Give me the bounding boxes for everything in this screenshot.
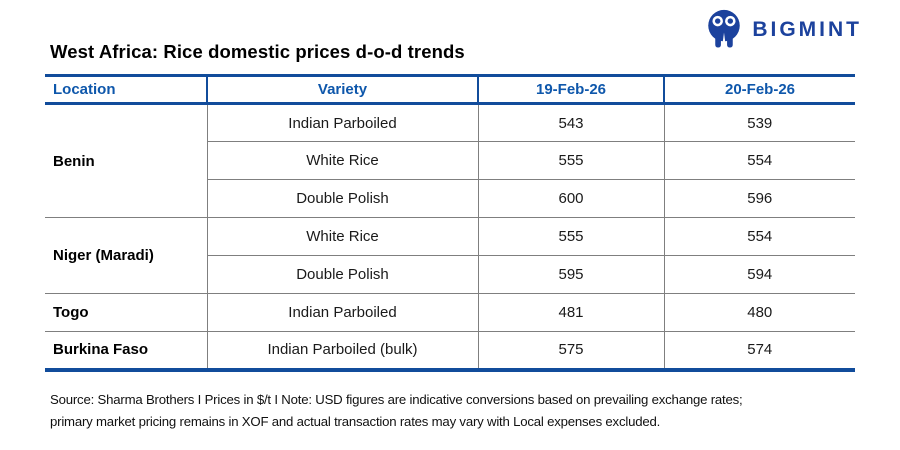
price-cell-d1: 543 <box>478 103 665 142</box>
price-cell-d2: 596 <box>664 179 855 218</box>
variety-cell: White Rice <box>207 217 479 256</box>
price-cell-d1: 575 <box>478 331 665 370</box>
price-cell-d1: 595 <box>478 255 665 294</box>
location-cell-niger-maradi: Niger (Maradi) <box>45 217 208 294</box>
page-title: West Africa: Rice domestic prices d-o-d … <box>50 41 465 62</box>
price-table: Location Variety 19-Feb-26 20-Feb-26 Ben… <box>45 74 855 372</box>
price-cell-d2: 554 <box>664 141 855 180</box>
table-row: White Rice 555 554 <box>45 141 855 180</box>
price-cell-d1: 555 <box>478 217 665 256</box>
location-cell-burkina-faso: Burkina Faso <box>45 331 208 370</box>
price-cell-d2: 539 <box>664 103 855 142</box>
source-note-line-1: Source: Sharma Brothers I Prices in $/t … <box>50 392 743 407</box>
price-cell-d1: 555 <box>478 141 665 180</box>
column-header-date-1: 19-Feb-26 <box>477 75 664 105</box>
column-header-location: Location <box>45 75 207 105</box>
table-row: Burkina Faso Indian Parboiled (bulk) 575… <box>45 331 855 370</box>
bigmint-owl-monogram-icon <box>708 9 741 51</box>
variety-cell: Double Polish <box>207 179 479 218</box>
table-row: Benin Indian Parboiled 543 539 <box>45 103 855 218</box>
column-header-variety: Variety <box>206 75 478 105</box>
price-cell-d2: 574 <box>664 331 855 370</box>
column-header-date-2: 20-Feb-26 <box>663 75 855 105</box>
price-cell-d2: 554 <box>664 217 855 256</box>
bigmint-wordmark: BIGMINT <box>752 18 862 41</box>
location-cell-benin: Benin <box>45 103 208 218</box>
variety-cell: Double Polish <box>207 255 479 294</box>
price-cell-d2: 594 <box>664 255 855 294</box>
variety-cell: Indian Parboiled (bulk) <box>207 331 479 370</box>
variety-cell: Indian Parboiled <box>207 293 479 332</box>
price-cell-d1: 481 <box>478 293 665 332</box>
table-row: Double Polish 600 596 <box>45 179 855 218</box>
variety-cell: White Rice <box>207 141 479 180</box>
table-row: Niger (Maradi) White Rice 555 554 <box>45 217 855 294</box>
price-cell-d1: 600 <box>478 179 665 218</box>
source-note-line-2: primary market pricing remains in XOF an… <box>50 414 661 429</box>
location-cell-togo: Togo <box>45 293 208 332</box>
variety-cell: Indian Parboiled <box>207 103 479 142</box>
table-header-row: Location Variety 19-Feb-26 20-Feb-26 <box>45 75 855 105</box>
table-row: Togo Indian Parboiled 481 480 <box>45 293 855 332</box>
bigmint-logo: BIGMINT <box>704 9 862 51</box>
table-row: Double Polish 595 594 <box>45 255 855 294</box>
price-cell-d2: 480 <box>664 293 855 332</box>
source-note: Source: Sharma Brothers I Prices in $/t … <box>50 389 743 433</box>
